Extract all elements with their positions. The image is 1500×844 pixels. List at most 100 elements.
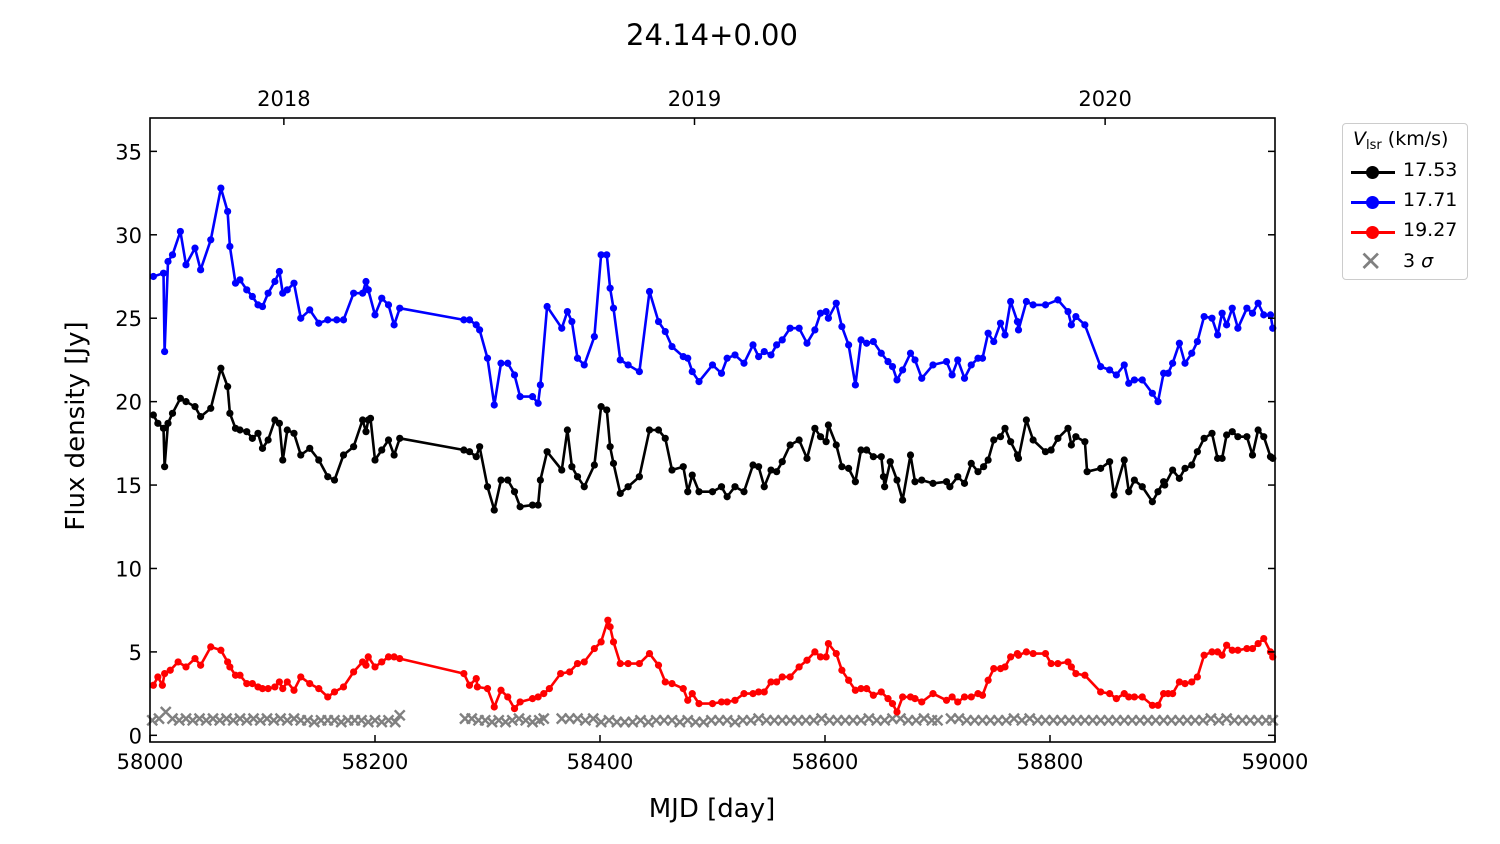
data-point	[182, 398, 190, 406]
data-point	[306, 680, 314, 688]
data-point	[207, 404, 215, 412]
data-point	[226, 663, 234, 671]
data-point	[1243, 304, 1251, 312]
data-point	[609, 304, 618, 312]
data-point	[822, 307, 830, 316]
data-point	[1106, 458, 1114, 466]
data-point	[1243, 433, 1251, 441]
legend-marker-icon	[1366, 196, 1379, 209]
data-point	[877, 349, 885, 357]
data-point	[1260, 433, 1268, 441]
data-point	[984, 676, 992, 684]
y-tick-label: 35	[115, 140, 142, 164]
top-year-label: 2019	[668, 87, 721, 111]
data-point	[264, 436, 272, 444]
data-point	[906, 451, 915, 459]
data-point	[1097, 362, 1105, 371]
data-point	[1181, 464, 1189, 472]
data-point	[984, 456, 992, 464]
data-point	[1161, 481, 1169, 489]
data-point	[755, 463, 763, 471]
data-point	[1248, 309, 1257, 317]
data-point	[1041, 649, 1050, 658]
data-point	[176, 394, 184, 402]
data-point	[795, 663, 803, 671]
data-point	[271, 277, 279, 286]
data-point	[899, 693, 907, 701]
data-point	[258, 444, 267, 452]
data-point	[290, 429, 298, 437]
data-point	[528, 695, 537, 703]
data-point	[563, 307, 571, 316]
data-point	[1218, 651, 1226, 659]
data-point	[881, 483, 889, 491]
data-point	[978, 691, 987, 699]
y-tick-label: 20	[115, 391, 142, 415]
data-point	[893, 708, 901, 716]
data-point	[857, 336, 865, 344]
data-point	[1001, 424, 1009, 432]
data-point	[616, 356, 624, 364]
data-point	[1054, 296, 1062, 304]
data-point	[275, 267, 283, 276]
data-point	[832, 441, 840, 449]
data-point	[1208, 429, 1216, 437]
data-point	[803, 454, 811, 462]
data-point	[967, 361, 975, 369]
data-point	[603, 251, 611, 259]
series-line	[152, 186, 1275, 407]
data-point	[760, 347, 768, 356]
data-point	[857, 685, 865, 693]
sigma-symbol: σ	[1421, 250, 1434, 272]
data-point	[684, 354, 692, 362]
data-point	[1041, 301, 1050, 309]
data-point	[1208, 648, 1216, 656]
data-point	[1120, 361, 1128, 369]
data-point	[149, 411, 157, 419]
data-point	[297, 314, 305, 322]
data-point	[396, 654, 404, 663]
data-point	[540, 690, 548, 698]
data-point	[990, 664, 998, 673]
data-point	[1106, 366, 1114, 374]
data-point	[717, 698, 726, 706]
data-point	[767, 678, 775, 686]
y-tick-label: 0	[129, 724, 142, 748]
data-point	[911, 356, 919, 364]
y-tick-label: 25	[115, 307, 142, 331]
data-point	[803, 656, 811, 664]
data-point	[483, 685, 492, 693]
data-point	[960, 693, 969, 701]
data-point	[580, 483, 588, 491]
data-point	[1260, 634, 1268, 643]
data-point	[168, 251, 177, 259]
data-point	[248, 434, 256, 442]
data-point	[731, 483, 739, 491]
data-point	[811, 424, 819, 432]
data-point	[1138, 376, 1146, 384]
data-point	[1007, 297, 1015, 306]
data-point	[845, 341, 853, 349]
data-point	[1200, 434, 1208, 442]
data-point	[1072, 433, 1080, 441]
series-17-71	[149, 184, 1277, 409]
data-point	[1243, 644, 1251, 653]
legend-label: 3 σ	[1403, 250, 1433, 272]
data-point	[1148, 701, 1156, 709]
data-point	[708, 361, 717, 369]
chart-title: 24.14+0.00	[626, 18, 798, 52]
data-point	[1248, 451, 1257, 459]
data-point	[197, 266, 205, 274]
data-point	[226, 242, 234, 251]
data-point	[149, 272, 157, 281]
data-point	[1234, 646, 1242, 654]
data-point	[1193, 673, 1201, 681]
data-point	[767, 466, 775, 474]
data-point	[207, 643, 215, 651]
data-point	[1154, 701, 1162, 709]
data-point	[1169, 466, 1177, 474]
data-point	[1148, 498, 1156, 506]
data-point	[384, 653, 393, 661]
data-point	[164, 257, 172, 266]
data-point	[606, 623, 614, 631]
